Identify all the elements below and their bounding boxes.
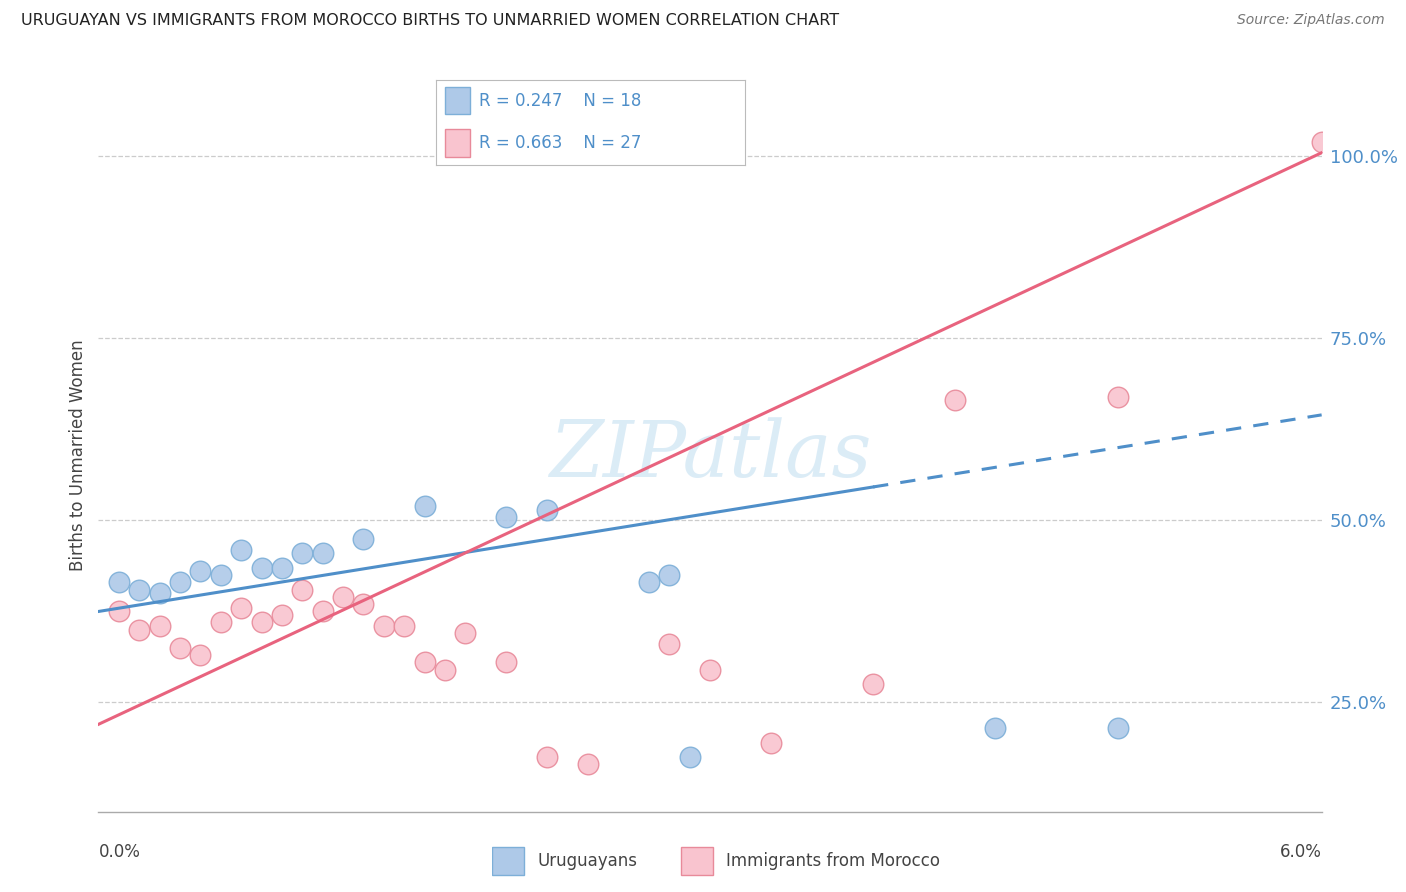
- Text: R = 0.663    N = 27: R = 0.663 N = 27: [479, 134, 641, 152]
- Point: [658, 568, 681, 582]
- Point: [209, 615, 232, 630]
- Point: [536, 502, 558, 516]
- Point: [108, 605, 131, 619]
- Point: [495, 656, 517, 670]
- Point: [108, 575, 131, 590]
- Point: [231, 542, 253, 557]
- Point: [209, 568, 232, 582]
- Point: [128, 623, 150, 637]
- Text: 0.0%: 0.0%: [98, 843, 141, 861]
- Point: [311, 546, 335, 560]
- Point: [291, 582, 314, 597]
- Text: Immigrants from Morocco: Immigrants from Morocco: [725, 852, 941, 870]
- Point: [454, 626, 477, 640]
- Point: [352, 597, 374, 611]
- Bar: [446, 129, 470, 157]
- Text: Source: ZipAtlas.com: Source: ZipAtlas.com: [1237, 13, 1385, 28]
- Point: [270, 608, 292, 623]
- Text: URUGUAYAN VS IMMIGRANTS FROM MOROCCO BIRTHS TO UNMARRIED WOMEN CORRELATION CHART: URUGUAYAN VS IMMIGRANTS FROM MOROCCO BIR…: [21, 13, 839, 29]
- Bar: [492, 847, 523, 875]
- Point: [188, 565, 212, 579]
- Point: [188, 648, 212, 662]
- Bar: [681, 847, 713, 875]
- Text: R = 0.247    N = 18: R = 0.247 N = 18: [479, 92, 641, 110]
- Text: 6.0%: 6.0%: [1279, 843, 1322, 861]
- Text: ZIPatlas: ZIPatlas: [548, 417, 872, 493]
- Point: [1208, 830, 1232, 845]
- Point: [699, 663, 721, 677]
- Point: [536, 750, 558, 764]
- Point: [311, 605, 335, 619]
- Y-axis label: Births to Unmarried Women: Births to Unmarried Women: [69, 339, 87, 571]
- Point: [679, 750, 702, 764]
- Point: [1107, 390, 1129, 404]
- Point: [169, 640, 191, 655]
- Point: [761, 735, 783, 749]
- Point: [413, 499, 436, 513]
- Point: [1107, 721, 1129, 735]
- Point: [332, 590, 354, 604]
- Point: [231, 600, 253, 615]
- Point: [433, 663, 456, 677]
- Point: [149, 619, 172, 633]
- Point: [637, 575, 661, 590]
- Point: [250, 615, 273, 630]
- Point: [352, 532, 374, 546]
- Point: [658, 637, 681, 651]
- Point: [392, 619, 416, 633]
- Point: [984, 721, 1007, 735]
- Text: Uruguayans: Uruguayans: [537, 852, 637, 870]
- Point: [413, 656, 436, 670]
- Point: [495, 509, 517, 524]
- Point: [373, 619, 395, 633]
- Point: [149, 586, 172, 600]
- Point: [943, 393, 966, 408]
- Point: [576, 757, 599, 772]
- Point: [128, 582, 150, 597]
- Point: [169, 575, 191, 590]
- Bar: [446, 87, 470, 114]
- Point: [250, 561, 273, 575]
- Point: [1310, 135, 1333, 149]
- Point: [862, 677, 884, 691]
- Point: [291, 546, 314, 560]
- Point: [270, 561, 292, 575]
